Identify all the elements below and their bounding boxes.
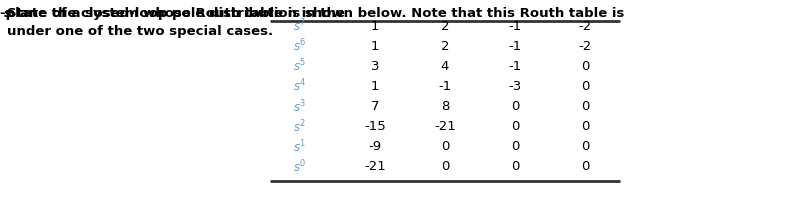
Text: 0: 0 <box>510 140 519 153</box>
Text: 1: 1 <box>371 39 379 52</box>
Text: -21: -21 <box>364 160 386 173</box>
Text: $s^{6}$: $s^{6}$ <box>294 38 307 54</box>
Text: 3: 3 <box>371 60 379 73</box>
Text: -3: -3 <box>508 80 522 92</box>
Text: -plane of a system whose Routh table is shown below. Note that this Routh table : -plane of a system whose Routh table is … <box>0 7 625 20</box>
Text: 2: 2 <box>441 19 449 32</box>
Text: -2: -2 <box>578 39 591 52</box>
Text: -2: -2 <box>578 19 591 32</box>
Text: under one of the two special cases.: under one of the two special cases. <box>7 25 273 38</box>
Text: -1: -1 <box>438 80 451 92</box>
Text: -15: -15 <box>364 120 386 132</box>
Text: 4: 4 <box>441 60 449 73</box>
Text: $s^{4}$: $s^{4}$ <box>294 78 307 94</box>
Text: -1: -1 <box>508 60 522 73</box>
Text: -1: -1 <box>508 19 522 32</box>
Text: 0: 0 <box>581 120 589 132</box>
Text: 1: 1 <box>371 80 379 92</box>
Text: State the closed-loop pole distribution in the: State the closed-loop pole distribution … <box>7 7 349 20</box>
Text: 0: 0 <box>581 140 589 153</box>
Text: 0: 0 <box>441 160 449 173</box>
Text: 0: 0 <box>510 99 519 112</box>
Text: -1: -1 <box>508 39 522 52</box>
Text: 0: 0 <box>581 80 589 92</box>
Text: 0: 0 <box>510 120 519 132</box>
Text: $s^{7}$: $s^{7}$ <box>294 18 307 34</box>
Text: 8: 8 <box>441 99 449 112</box>
Text: $s^{2}$: $s^{2}$ <box>294 118 307 134</box>
Text: 0: 0 <box>510 160 519 173</box>
Text: 0: 0 <box>441 140 449 153</box>
Text: s: s <box>3 7 11 20</box>
Text: $s^{5}$: $s^{5}$ <box>294 58 307 74</box>
Text: 2: 2 <box>441 39 449 52</box>
Text: $s^{0}$: $s^{0}$ <box>294 158 307 174</box>
Text: 0: 0 <box>581 160 589 173</box>
Text: -21: -21 <box>434 120 456 132</box>
Text: 1: 1 <box>371 19 379 32</box>
Text: 0: 0 <box>581 99 589 112</box>
Text: 0: 0 <box>581 60 589 73</box>
Text: $s^{1}$: $s^{1}$ <box>294 138 307 154</box>
Text: 7: 7 <box>371 99 379 112</box>
Text: -9: -9 <box>368 140 382 153</box>
Text: $s^{3}$: $s^{3}$ <box>294 98 307 114</box>
